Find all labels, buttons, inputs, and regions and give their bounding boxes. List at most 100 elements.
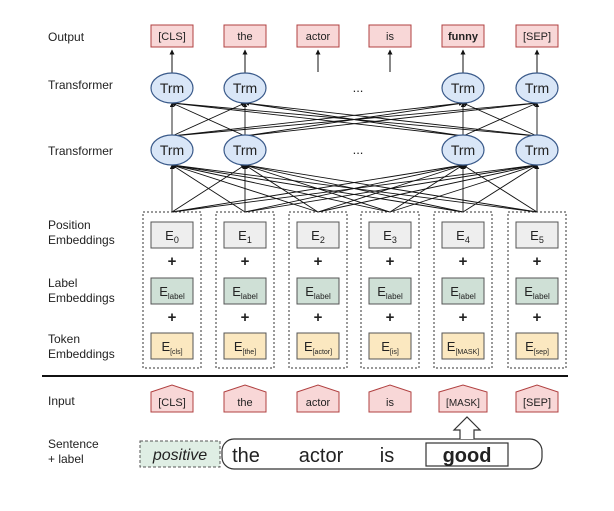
label-embedding-text: Elabel: [232, 284, 258, 301]
plus-sign: +: [314, 309, 323, 326]
masked-word: good: [443, 445, 492, 467]
attention-line-top: [244, 101, 538, 137]
token-embedding-box: [223, 332, 267, 360]
row-label-transformer-top: Transformer: [48, 78, 113, 92]
attention-line-top: [171, 101, 464, 137]
output-tokens: [CLS] the actor is funny [SEP]: [150, 24, 559, 48]
token-embedding-text: E[cls]: [161, 339, 182, 356]
trm-label: Trm: [160, 142, 184, 158]
output-token-box: [515, 24, 559, 48]
attention-connections: [169, 101, 540, 213]
embedding-column: [507, 211, 567, 369]
attention-line-top: [462, 102, 538, 137]
plus-sign: +: [459, 253, 468, 270]
sentence-word-2: actor: [299, 445, 344, 467]
position-embedding-box: [515, 221, 559, 249]
label-embedding-box: [441, 277, 485, 305]
row-label-sentence-2: + label: [48, 452, 84, 466]
sentence-word-3: is: [380, 445, 394, 467]
token-embedding-box: [368, 332, 412, 360]
trm-node: [515, 134, 559, 166]
position-embedding-box: [150, 221, 194, 249]
input-token-text: is: [386, 397, 394, 409]
position-embedding-text: E4: [456, 228, 470, 245]
token-embedding-text: E[is]: [381, 339, 399, 356]
label-embedding-text: Elabel: [305, 284, 331, 301]
embedding-column: [360, 211, 420, 369]
label-embedding-box: [223, 277, 267, 305]
output-token-box: [296, 24, 340, 48]
input-token-box: [515, 384, 559, 413]
row-label-input: Input: [48, 394, 75, 408]
output-token-text: is: [386, 31, 394, 43]
row-label-position-2: Embeddings: [48, 233, 115, 247]
attention-line-bottom: [244, 163, 538, 213]
input-token-box: [223, 384, 267, 413]
attention-line-bottom: [317, 163, 538, 213]
attention-line-bottom: [389, 164, 464, 213]
token-embedding-box: [296, 332, 340, 360]
embedding-column: [215, 211, 275, 369]
label-embedding-box: [296, 277, 340, 305]
token-embedding-text: E[the]: [234, 339, 256, 356]
embedding-columns: [142, 211, 567, 369]
embedding-boxes: E0 + E1 + E2 + E3 + E4 + E5 + Elabel + Elabel + Elabel + E…: [150, 221, 559, 360]
position-embedding-text: E1: [238, 228, 252, 245]
position-embedding-text: E2: [311, 228, 325, 245]
trm-node: [223, 134, 267, 166]
label-embedding-text: Elabel: [524, 284, 550, 301]
input-token-text: the: [237, 397, 252, 409]
token-embedding-box: [441, 332, 485, 360]
position-embedding-box: [296, 221, 340, 249]
trm-label: Trm: [233, 142, 257, 158]
plus-sign: +: [459, 309, 468, 326]
position-embedding-text: E3: [383, 228, 397, 245]
position-embedding-box: [223, 221, 267, 249]
input-token-text: [SEP]: [523, 397, 551, 409]
input-tokens: [CLS] the actor is [MASK] [SEP]: [150, 384, 559, 413]
embedding-column: [288, 211, 348, 369]
output-token-text: [CLS]: [158, 31, 186, 43]
masked-word-box: [425, 442, 509, 467]
trm-label: Trm: [525, 142, 549, 158]
attention-line-bottom: [171, 163, 391, 213]
row-label-label-2: Embeddings: [48, 291, 115, 305]
row-label-sentence-1: Sentence: [48, 437, 99, 451]
plus-sign: +: [314, 253, 323, 270]
label-embedding-box: [150, 277, 194, 305]
input-token-box: [296, 384, 340, 413]
position-embedding-text: E0: [165, 228, 179, 245]
attention-line-bottom: [171, 164, 319, 213]
trm-label: Trm: [451, 80, 475, 96]
position-embedding-box: [368, 221, 412, 249]
attention-line-bottom: [171, 164, 246, 213]
token-embedding-box: [515, 332, 559, 360]
input-token-box: [368, 384, 412, 413]
plus-sign: +: [168, 309, 177, 326]
mask-up-arrow: [452, 416, 482, 439]
plus-sign: +: [533, 253, 542, 270]
plus-sign: +: [168, 253, 177, 270]
sentence-label-box: [139, 440, 221, 468]
sentence-word-1: the: [232, 445, 260, 467]
row-label-token-1: Token: [48, 332, 80, 346]
embedding-column: [433, 211, 493, 369]
token-embedding-text: E[sep]: [525, 339, 549, 356]
plus-sign: +: [241, 253, 250, 270]
row-label-token-2: Embeddings: [48, 347, 115, 361]
ellipsis-bottom: ...: [353, 142, 364, 157]
token-embedding-box: [150, 332, 194, 360]
trm-node: [223, 72, 267, 104]
token-embedding-text: E[MASK]: [447, 339, 479, 356]
label-embedding-text: Elabel: [450, 284, 476, 301]
row-label-transformer-bottom: Transformer: [48, 144, 113, 158]
position-embedding-text: E5: [530, 228, 544, 245]
transformer-nodes: Trm Trm Trm Trm... Trm Trm Trm Trm...: [150, 72, 559, 166]
input-token-box: [150, 384, 194, 413]
trm-label: Trm: [451, 142, 475, 158]
sentence-label-text: positive: [152, 447, 207, 464]
output-token-text: actor: [306, 31, 331, 43]
attention-line-bottom: [171, 163, 538, 213]
plus-sign: +: [533, 309, 542, 326]
